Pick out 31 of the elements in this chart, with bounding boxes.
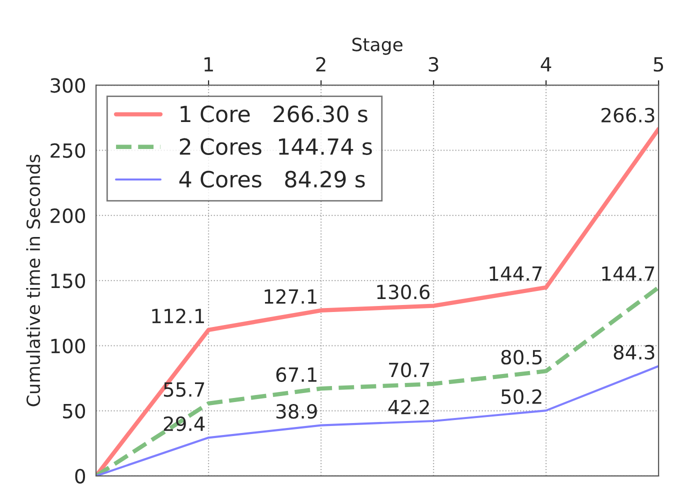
data-label: 144.7 [602, 266, 654, 281]
legend-label: 2 Cores 144.74 s [180, 138, 372, 155]
data-label: 42.2 [388, 400, 429, 414]
y-tick-label: 150 [51, 274, 86, 288]
x-tick-label: 1 [204, 57, 213, 72]
y-tick-label: 50 [63, 404, 86, 418]
y-tick-label: 0 [75, 468, 86, 484]
legend-label: 1 Core 266.30 s [180, 106, 368, 122]
data-label: 144.7 [490, 266, 542, 281]
data-label: 266.3 [602, 108, 654, 123]
x-tick-label: 5 [654, 57, 664, 72]
data-label: 38.9 [276, 404, 317, 419]
y-tick-label: 250 [50, 143, 86, 158]
data-label: 130.6 [377, 284, 430, 300]
y-tick-label: 300 [50, 78, 86, 93]
data-label: 112.1 [152, 308, 204, 324]
y-tick-label: 200 [50, 208, 86, 224]
data-label: 127.1 [264, 289, 316, 304]
x-tick-label: 3 [428, 56, 438, 72]
y-tick-label: 100 [51, 338, 86, 354]
y-axis-title: Cumulative time in Seconds [26, 154, 40, 406]
x-tick-label: 4 [540, 57, 552, 72]
x-axis-title: Stage [352, 38, 402, 55]
data-label: 80.5 [501, 350, 542, 365]
data-label: 50.2 [501, 389, 542, 404]
data-label: 67.1 [276, 367, 316, 382]
data-label: 55.7 [164, 382, 204, 397]
data-label: 70.7 [389, 362, 430, 378]
data-label: 84.3 [614, 344, 654, 360]
x-tick-label: 2 [316, 56, 326, 72]
legend-label: 4 Cores 84.29 s [179, 170, 365, 188]
